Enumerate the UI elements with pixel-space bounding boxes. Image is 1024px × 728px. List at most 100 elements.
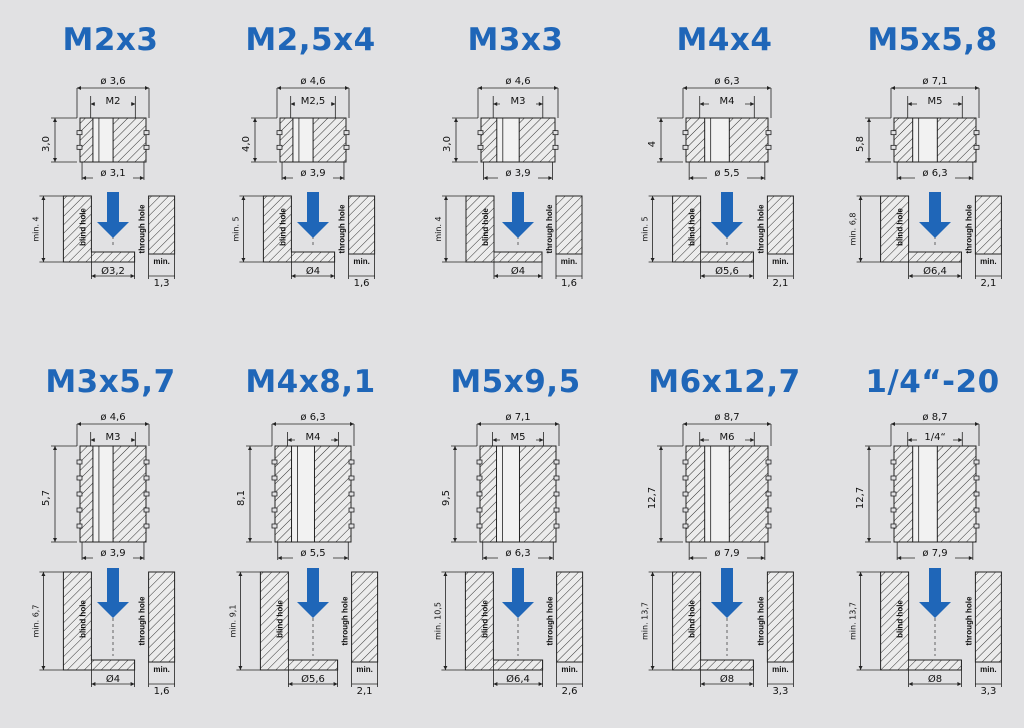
bottom-diameter-label: ø 7,9 bbox=[714, 548, 739, 559]
insert-body bbox=[890, 117, 980, 163]
outer-diameter-label: ø 3,6 bbox=[100, 76, 125, 87]
insert-title: M3x3 bbox=[467, 22, 564, 58]
insert-card: M2,5x4 ø 4,6 M2,5 4,0 ø 3,9 blind hole through… bbox=[208, 0, 413, 364]
insert-card: M3x5,7 ø 4,6 M3 5,7 ø 3,9 blind hole through h… bbox=[8, 364, 213, 728]
thread-size-label: M2 bbox=[106, 96, 121, 107]
wall-min-value: 2,1 bbox=[980, 278, 996, 289]
insert-body bbox=[76, 117, 150, 163]
insert-direction-arrow-icon bbox=[297, 568, 329, 618]
insert-body bbox=[682, 445, 772, 543]
insert-body bbox=[476, 445, 560, 543]
insert-length-label: 3,0 bbox=[442, 136, 453, 152]
wall-min-value: 2,6 bbox=[562, 686, 578, 697]
insert-title: M2,5x4 bbox=[245, 22, 376, 58]
wall-min-value: 1,3 bbox=[154, 278, 170, 289]
wall-min-value: 3,3 bbox=[980, 686, 996, 697]
insert-drawing: ø 3,6 M2 3,0 ø 3,1 blind hole through hole min… bbox=[31, 76, 176, 289]
insert-body bbox=[276, 117, 350, 163]
bottom-diameter-label: ø 5,5 bbox=[300, 548, 325, 559]
insert-title: M5x5,8 bbox=[867, 22, 998, 58]
blind-hole-label: blind hole bbox=[896, 600, 905, 638]
insert-direction-arrow-icon bbox=[297, 192, 329, 238]
blind-hole-label: blind hole bbox=[480, 600, 489, 638]
wall-min-label: min. bbox=[772, 665, 788, 674]
bottom-diameter-label: ø 3,1 bbox=[100, 168, 125, 179]
insert-length-label: 3,0 bbox=[41, 136, 52, 152]
wall-min-value: 3,3 bbox=[772, 686, 788, 697]
wall-min-label: min. bbox=[561, 665, 577, 674]
insert-card: M4x8,1 ø 6,3 M4 8,1 ø 5,5 blind hole through h… bbox=[208, 364, 413, 728]
insert-length-label: 5,7 bbox=[41, 490, 52, 506]
outer-diameter-label: ø 4,6 bbox=[300, 76, 325, 87]
hole-depth-label: min. 4 bbox=[31, 216, 40, 241]
through-hole-label: through hole bbox=[756, 596, 765, 645]
through-hole-label: through hole bbox=[546, 596, 555, 645]
hole-diameter-label: Ø5,6 bbox=[715, 265, 739, 277]
insert-length-label: 8,1 bbox=[236, 490, 247, 506]
insert-card: 1/4“-20 ø 8,7 1/4“ 12,7 ø 7,9 blind hole throu… bbox=[830, 364, 1024, 728]
hole-depth-label: min. 6,7 bbox=[31, 605, 40, 638]
insert-body bbox=[682, 117, 772, 163]
hole-diameter-label: Ø8 bbox=[720, 673, 734, 685]
insert-drawing: ø 8,7 1/4“ 12,7 ø 7,9 blind hole through hole… bbox=[849, 412, 1002, 697]
outer-diameter-label: ø 4,6 bbox=[505, 76, 530, 87]
insert-direction-arrow-icon bbox=[97, 568, 129, 618]
blind-hole-label: blind hole bbox=[275, 600, 284, 638]
host-part bbox=[262, 195, 376, 263]
insert-drawing: ø 6,3 M4 4 ø 5,5 blind hole through hole min. … bbox=[641, 76, 794, 289]
thread-size-label: M5 bbox=[511, 432, 526, 443]
blind-hole-label: blind hole bbox=[688, 600, 697, 638]
insert-drawing: ø 7,1 M5 5,8 ø 6,3 blind hole through hole min… bbox=[849, 76, 1002, 289]
hole-depth-label: min. 13,7 bbox=[849, 602, 858, 640]
insert-body bbox=[477, 117, 559, 163]
wall-min-value: 1,6 bbox=[561, 278, 577, 289]
through-hole-label: through hole bbox=[138, 204, 147, 253]
hole-depth-label: min. 5 bbox=[641, 216, 650, 241]
thread-size-label: M3 bbox=[511, 96, 526, 107]
bottom-diameter-label: ø 3,9 bbox=[300, 168, 325, 179]
hole-depth-label: min. 13,7 bbox=[641, 602, 650, 640]
wall-min-value: 1,6 bbox=[354, 278, 370, 289]
outer-diameter-label: ø 6,3 bbox=[300, 412, 325, 423]
insert-length-label: 12,7 bbox=[855, 487, 866, 509]
insert-direction-arrow-icon bbox=[97, 192, 129, 238]
insert-drawing: ø 4,6 M2,5 4,0 ø 3,9 blind hole through hole m… bbox=[231, 76, 376, 289]
wall-min-label: min. bbox=[356, 665, 372, 674]
thread-size-label: M4 bbox=[720, 96, 735, 107]
blind-hole-label: blind hole bbox=[78, 208, 87, 246]
wall-min-value: 1,6 bbox=[154, 686, 170, 697]
host-part bbox=[672, 195, 794, 263]
through-hole-label: through hole bbox=[138, 596, 147, 645]
bottom-diameter-label: ø 3,9 bbox=[100, 548, 125, 559]
insert-title: M2x3 bbox=[62, 22, 159, 58]
hole-depth-label: min. 9,1 bbox=[228, 605, 237, 638]
host-part bbox=[465, 195, 583, 263]
insert-direction-arrow-icon bbox=[919, 192, 951, 238]
blind-hole-label: blind hole bbox=[896, 208, 905, 246]
hole-diameter-label: Ø3,2 bbox=[101, 265, 125, 277]
insert-drawing: ø 8,7 M6 12,7 ø 7,9 blind hole through hole mi… bbox=[641, 412, 794, 697]
insert-card: M3x3 ø 4,6 M3 3,0 ø 3,9 blind hole through hol… bbox=[413, 0, 618, 364]
hole-diameter-label: Ø4 bbox=[511, 265, 525, 277]
outer-diameter-label: ø 7,1 bbox=[922, 76, 947, 87]
insert-direction-arrow-icon bbox=[711, 192, 743, 238]
host-part bbox=[672, 571, 794, 671]
insert-body bbox=[890, 445, 980, 543]
hole-diameter-label: Ø5,6 bbox=[301, 673, 325, 685]
insert-length-label: 4 bbox=[647, 141, 658, 147]
thread-size-label: M3 bbox=[106, 432, 121, 443]
through-hole-label: through hole bbox=[338, 204, 347, 253]
insert-card: M6x12,7 ø 8,7 M6 12,7 ø 7,9 blind hole through… bbox=[622, 364, 827, 728]
hole-diameter-label: Ø4 bbox=[106, 673, 120, 685]
outer-diameter-label: ø 7,1 bbox=[505, 412, 530, 423]
insert-direction-arrow-icon bbox=[502, 568, 534, 618]
bottom-diameter-label: ø 6,3 bbox=[922, 168, 947, 179]
wall-min-value: 2,1 bbox=[772, 278, 788, 289]
wall-min-label: min. bbox=[153, 665, 169, 674]
hole-diameter-label: Ø8 bbox=[928, 673, 942, 685]
thread-size-label: M5 bbox=[928, 96, 943, 107]
insert-title: M5x9,5 bbox=[450, 364, 581, 400]
blind-hole-label: blind hole bbox=[278, 208, 287, 246]
blind-hole-label: blind hole bbox=[481, 208, 490, 246]
insert-body bbox=[271, 445, 355, 543]
